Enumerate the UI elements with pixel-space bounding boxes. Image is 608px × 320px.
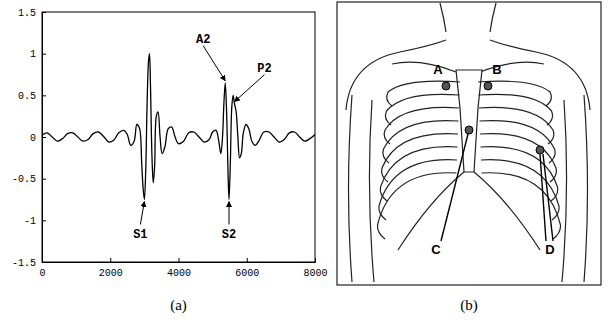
panel-caption: (b) — [460, 297, 478, 314]
y-tick: 0.5 — [18, 91, 46, 102]
x-tick-label: 0 — [39, 268, 45, 279]
annotations: A2 P2 S1 S2 — [133, 33, 271, 242]
y-tick-mark — [42, 12, 46, 13]
costal-margin-left — [398, 172, 464, 250]
annotation-label: A2 — [196, 33, 210, 47]
x-axis-line — [43, 258, 316, 263]
y-tick-label: 0.5 — [18, 91, 36, 102]
y-tick-label: 0 — [30, 133, 36, 144]
plot-marks — [42, 54, 315, 200]
y-tick: -0.5 — [12, 174, 46, 185]
torso-right — [562, 100, 567, 282]
chart-panel: 0 2000 4000 6000 8000 1.5 1 0.5 0 -0.5 -1 -1.5 A2 P2 S… — [12, 8, 328, 314]
x-tick: 2000 — [99, 258, 123, 279]
annotation-arrow — [234, 75, 264, 102]
point-label: B — [492, 62, 501, 77]
x-tick-label: 2000 — [99, 268, 123, 279]
y-axis-line — [43, 13, 47, 263]
rib-right — [479, 107, 554, 144]
y-tick-label: -0.5 — [12, 174, 36, 185]
signal-line — [42, 54, 315, 200]
x-tick-mark — [247, 258, 248, 262]
plot-frame — [42, 12, 315, 262]
rib-left — [383, 121, 459, 163]
rib-left — [382, 134, 458, 182]
y-tick-label: -1 — [24, 216, 36, 227]
costal-margin-right — [474, 172, 540, 250]
y-tick-mark — [42, 220, 46, 221]
rib-right — [481, 147, 558, 201]
y-tick: -1 — [24, 216, 46, 227]
diagram-frame — [337, 2, 601, 285]
y-tick-mark — [42, 179, 46, 180]
arm-right — [584, 95, 588, 282]
x-tick: 8000 — [303, 258, 327, 279]
clavicle-left — [392, 62, 456, 72]
x-tick-mark — [110, 258, 111, 262]
figure: 0 2000 4000 6000 8000 1.5 1 0.5 0 -0.5 -1 -1.5 A2 P2 S… — [0, 0, 608, 320]
shoulder-left — [346, 40, 446, 110]
x-tick-mark — [315, 258, 316, 262]
x-tick-label: 8000 — [303, 268, 327, 279]
point-leader — [441, 134, 468, 241]
rib-left — [380, 147, 457, 201]
x-tick-label: 4000 — [167, 268, 191, 279]
y-tick-label: 1 — [30, 49, 36, 60]
auscultation-point — [465, 126, 473, 134]
point-label: C — [431, 242, 441, 257]
annotation-label: S1 — [133, 228, 147, 242]
sternum — [456, 70, 482, 172]
x-tick: 4000 — [167, 258, 191, 279]
y-tick-mark — [42, 137, 46, 138]
annotation-label: P2 — [257, 62, 271, 76]
x-tick: 6000 — [235, 258, 259, 279]
x-tick-label: 6000 — [235, 268, 259, 279]
y-tick-mark — [42, 95, 46, 96]
annotation-arrow — [140, 202, 144, 225]
neck-right — [490, 3, 496, 32]
annotation-label: S2 — [222, 228, 236, 242]
y-tick-label: -1.5 — [12, 258, 36, 269]
clavicle-right — [480, 62, 544, 72]
auscultation-points: A B C D — [431, 62, 554, 257]
y-tick: 1.5 — [18, 8, 46, 19]
point-leader — [543, 154, 553, 241]
y-tick-mark — [42, 54, 46, 55]
y-tick-mark — [42, 262, 46, 263]
y-axis: 1.5 1 0.5 0 -0.5 -1 -1.5 — [12, 8, 46, 269]
x-axis: 0 2000 4000 6000 8000 — [39, 258, 327, 279]
diagram-panel: A B C D (b) — [337, 2, 601, 314]
auscultation-point — [536, 146, 544, 154]
arm-left — [349, 95, 353, 282]
annotation-arrow — [229, 202, 230, 225]
torso-left — [369, 100, 374, 282]
y-tick: 1 — [30, 49, 46, 60]
rib-left — [384, 107, 459, 144]
auscultation-point — [484, 82, 492, 90]
point-label: A — [433, 62, 443, 77]
y-tick-label: 1.5 — [18, 8, 36, 19]
point-label: D — [545, 242, 554, 257]
shoulder-right — [490, 40, 590, 110]
x-tick-mark — [179, 258, 180, 262]
auscultation-point — [442, 82, 450, 90]
y-tick: -1.5 — [12, 258, 46, 269]
annotation-arrow — [203, 46, 225, 81]
panel-caption: (a) — [170, 297, 187, 314]
neck-left — [440, 3, 446, 32]
